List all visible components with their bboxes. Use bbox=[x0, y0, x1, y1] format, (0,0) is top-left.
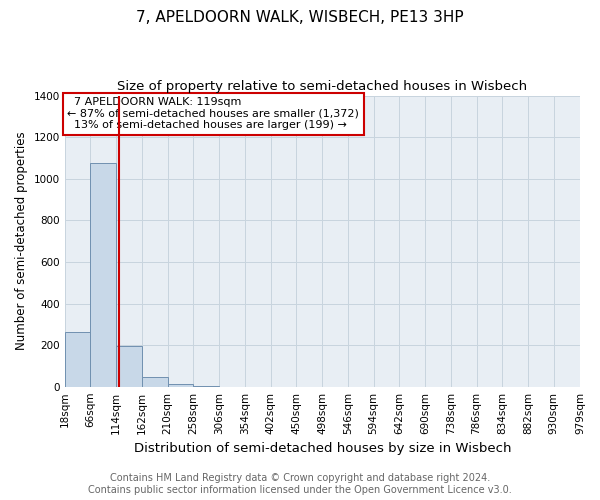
Y-axis label: Number of semi-detached properties: Number of semi-detached properties bbox=[15, 132, 28, 350]
Text: 7 APELDOORN WALK: 119sqm
← 87% of semi-detached houses are smaller (1,372)
  13%: 7 APELDOORN WALK: 119sqm ← 87% of semi-d… bbox=[67, 97, 359, 130]
Bar bbox=[142, 378, 167, 386]
Text: Contains HM Land Registry data © Crown copyright and database right 2024.
Contai: Contains HM Land Registry data © Crown c… bbox=[88, 474, 512, 495]
X-axis label: Distribution of semi-detached houses by size in Wisbech: Distribution of semi-detached houses by … bbox=[134, 442, 511, 455]
Bar bbox=[91, 163, 116, 386]
Title: Size of property relative to semi-detached houses in Wisbech: Size of property relative to semi-detach… bbox=[117, 80, 527, 93]
Bar bbox=[65, 332, 91, 386]
Bar bbox=[167, 384, 193, 386]
Bar bbox=[116, 346, 142, 387]
Text: 7, APELDOORN WALK, WISBECH, PE13 3HP: 7, APELDOORN WALK, WISBECH, PE13 3HP bbox=[136, 10, 464, 25]
